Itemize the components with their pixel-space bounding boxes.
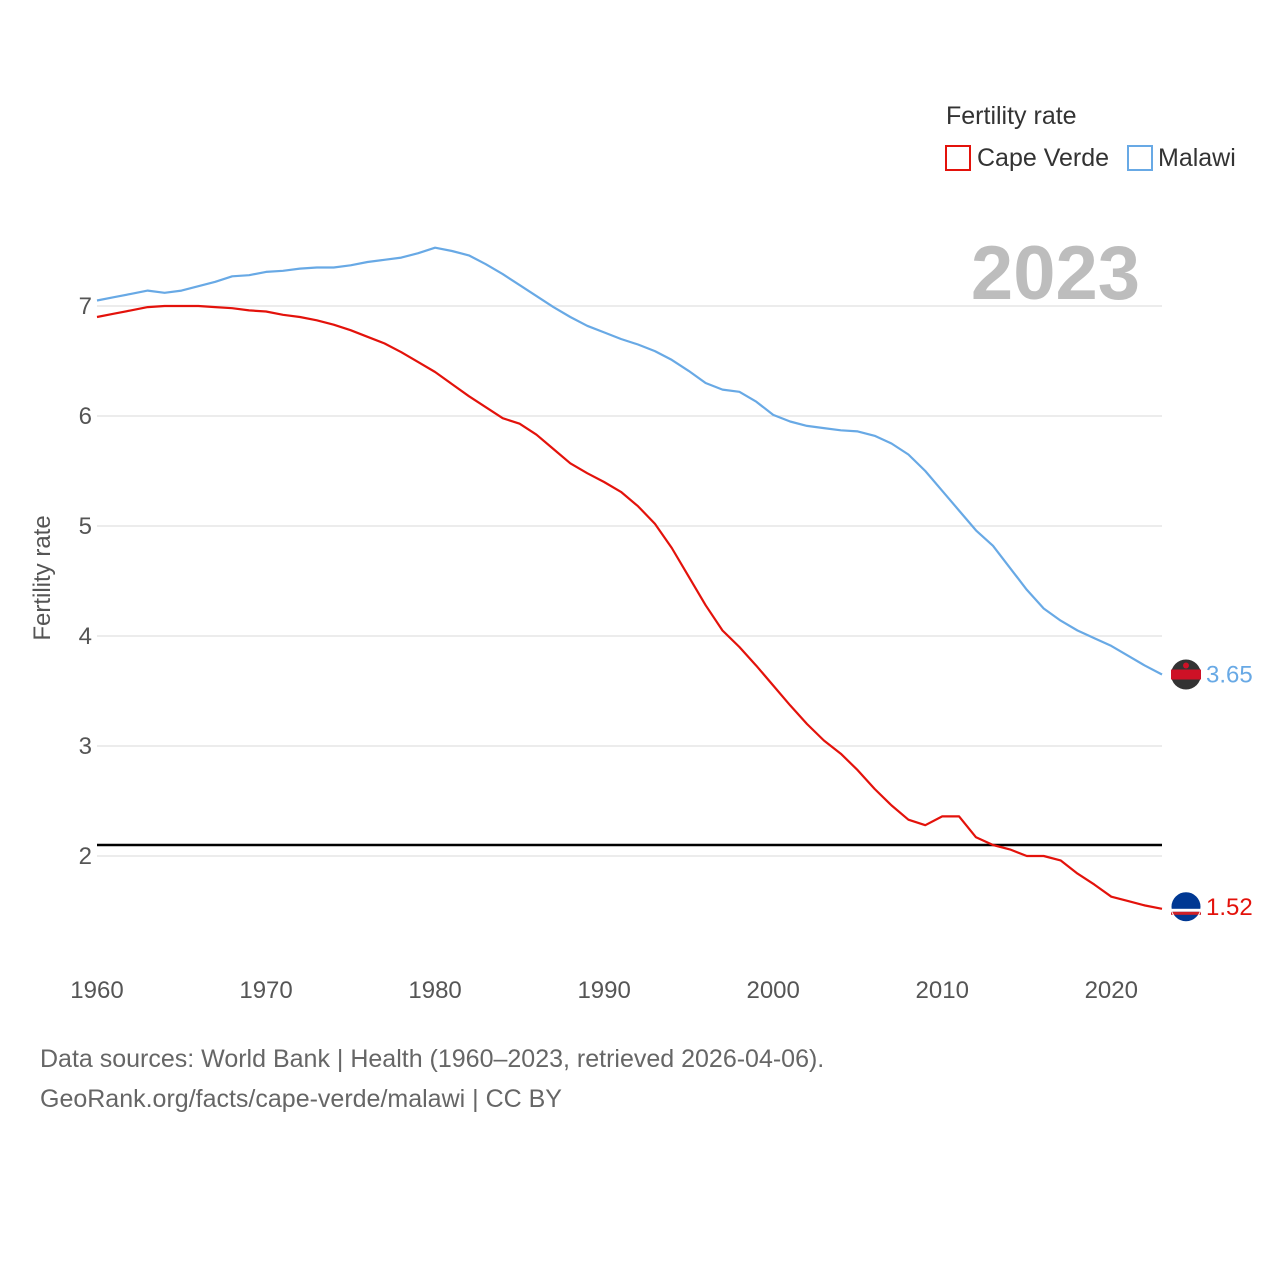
legend-swatch-cape-verde [945, 145, 971, 171]
flag-stripe-red [1171, 911, 1201, 915]
y-tick-4: 4 [79, 623, 92, 650]
end-markers: 1.52 3.65 [1170, 659, 1253, 923]
x-tick-1960: 1960 [70, 977, 123, 1004]
x-tick-1990: 1990 [577, 977, 630, 1004]
current-year-label: 2023 [971, 231, 1140, 316]
y-tick-labels: 2 3 4 5 6 7 [79, 293, 92, 870]
legend-title: Fertility rate [946, 102, 1077, 130]
y-axis-label: Fertility rate [29, 515, 56, 640]
y-tick-6: 6 [79, 403, 92, 430]
series-line-malawi [96, 246, 1163, 676]
flag-stripe-red [1171, 669, 1201, 680]
y-tick-3: 3 [79, 733, 92, 760]
legend-label-malawi: Malawi [1158, 144, 1236, 172]
y-tick-2: 2 [79, 843, 92, 870]
flag-border [1170, 891, 1202, 923]
x-tick-1980: 1980 [408, 977, 461, 1004]
flag-sun [1183, 662, 1189, 669]
x-tick-2000: 2000 [746, 977, 799, 1004]
end-value-malawi: 3.65 [1206, 662, 1253, 689]
credit-note: GeoRank.org/facts/cape-verde/malawi | CC… [40, 1085, 562, 1113]
x-tick-2010: 2010 [916, 977, 969, 1004]
y-tick-5: 5 [79, 513, 92, 540]
legend-swatch-malawi [1127, 145, 1153, 171]
y-tick-7: 7 [79, 293, 92, 320]
source-note: Data sources: World Bank | Health (1960–… [40, 1045, 825, 1073]
flag-stripe-white [1171, 908, 1201, 912]
end-marker-cape-verde: 1.52 [1170, 891, 1253, 923]
x-tick-labels: 1960 1970 1980 1990 2000 2010 2020 [70, 977, 1138, 1004]
series-lines [96, 246, 1163, 910]
legend: Fertility rate Cape Verde Malawi [945, 102, 1236, 172]
gridlines [97, 305, 1162, 857]
legend-label-cape-verde: Cape Verde [977, 144, 1109, 172]
end-marker-malawi: 3.65 [1171, 659, 1253, 690]
x-tick-2020: 2020 [1085, 977, 1138, 1004]
end-value-cape-verde: 1.52 [1206, 894, 1253, 921]
series-line-cape-verde [96, 304, 1163, 910]
x-tick-1970: 1970 [239, 977, 292, 1004]
